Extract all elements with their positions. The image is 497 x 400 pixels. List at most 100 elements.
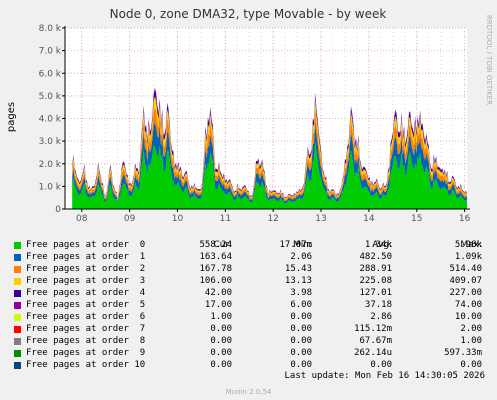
- legend-value-max: 0.00: [460, 360, 482, 370]
- legend-header-avg: Avg:: [372, 240, 392, 250]
- legend-series-name: Free pages at order 1: [26, 252, 146, 262]
- x-tick-label: 10: [172, 214, 184, 224]
- legend-value-max: 5.98k: [454, 240, 482, 250]
- legend-value-min: 0.00: [290, 336, 312, 346]
- legend-value-max: 409.07: [449, 276, 482, 286]
- legend-row: Free pages at order 6 1.00 0.00 2.86 10.00: [0, 312, 497, 324]
- legend-row: Free pages at order 0 558.24 17.07m 1.34k 5.…: [0, 240, 497, 252]
- y-tick-label: 3.0 k: [39, 137, 62, 147]
- legend-header-max: Max:: [460, 240, 482, 250]
- legend-value-max: 227.00: [449, 288, 482, 298]
- legend-value-max: 10.00: [454, 312, 482, 322]
- legend-value-avg: 127.01: [359, 288, 392, 298]
- legend-value-avg: 0.00: [370, 360, 392, 370]
- legend-row: Free pages at order 4 42.00 3.98 127.01 227.…: [0, 288, 497, 300]
- x-tick-label: 12: [267, 214, 278, 224]
- y-tick-label: 1.0 k: [39, 182, 62, 192]
- legend-series-name: Free pages at order 0: [26, 240, 146, 250]
- legend-value-min: 0.00: [290, 348, 312, 358]
- legend-swatch: [14, 326, 21, 333]
- y-axis-label: pages: [6, 102, 17, 132]
- legend-swatch: [14, 254, 21, 261]
- legend-value-min: 13.13: [284, 276, 312, 286]
- y-tick-label: 2.0 k: [39, 160, 62, 170]
- legend-value-avg: 225.08: [359, 276, 392, 286]
- legend-row: Free pages at order 10 0.00 0.00 0.00 0.00: [0, 360, 497, 372]
- y-tick-label: 7.0 k: [39, 47, 62, 57]
- y-tick-label: 0: [55, 205, 61, 215]
- last-update: Last update: Mon Feb 16 14:30:05 2026: [284, 371, 485, 381]
- legend-value-cur: 0.00: [210, 360, 232, 370]
- legend-value-avg: 288.91: [359, 264, 392, 274]
- legend-header-cur: Cur:: [213, 240, 232, 250]
- rrdtool-credit: RRDTOOL / TOBI OETIKER: [485, 15, 493, 105]
- legend-value-avg: 482.50: [359, 252, 392, 262]
- legend-value-cur: 167.78: [199, 264, 232, 274]
- legend-value-min: 0.00: [290, 360, 312, 370]
- y-tick-label: 4.0 k: [39, 115, 62, 125]
- legend-swatch: [14, 266, 21, 273]
- legend-value-min: 0.00: [290, 324, 312, 334]
- legend-value-min: 6.00: [290, 300, 312, 310]
- legend-row: Free pages at order 7 0.00 0.00 115.12m 2.00: [0, 324, 497, 336]
- area-series: [72, 88, 467, 209]
- x-tick-label: 14: [363, 214, 375, 224]
- y-tick-label: 6.0 k: [39, 69, 62, 79]
- legend-value-avg: 37.18: [364, 300, 392, 310]
- legend-swatch: [14, 242, 21, 249]
- x-tick-label: 08: [76, 214, 88, 224]
- legend-row: Free pages at order 9 0.00 0.00 262.14u 597.…: [0, 348, 497, 360]
- legend-swatch: [14, 302, 21, 309]
- legend-series-name: Free pages at order 10: [26, 360, 146, 370]
- legend-value-avg: 67.67m: [359, 336, 392, 346]
- y-tick-label: 8.0 k: [39, 24, 62, 34]
- legend-value-min: 0.00: [290, 312, 312, 322]
- legend-series-name: Free pages at order 3: [26, 276, 146, 286]
- legend-value-cur: 106.00: [199, 276, 232, 286]
- legend-swatch: [14, 338, 21, 345]
- legend-row: Free pages at order 8 0.00 0.00 67.67m 1.00: [0, 336, 497, 348]
- legend-row: Free pages at order 3 106.00 13.13 225.08 40…: [0, 276, 497, 288]
- legend-value-max: 74.00: [454, 300, 482, 310]
- legend-value-avg: 1.34k: [364, 240, 392, 250]
- legend-value-cur: 1.00: [210, 312, 232, 322]
- legend-swatch: [14, 290, 21, 297]
- munin-version: Munin 2.0.54: [225, 388, 272, 396]
- legend-value-cur: 0.00: [210, 324, 232, 334]
- x-tick-label: 15: [411, 214, 422, 224]
- legend-row: Free pages at order 1 163.64 2.06 482.50 1.0…: [0, 252, 497, 264]
- legend-series-name: Free pages at order 9: [26, 348, 146, 358]
- legend-series-name: Free pages at order 6: [26, 312, 146, 322]
- legend-value-max: 2.00: [460, 324, 482, 334]
- legend-swatch: [14, 314, 21, 321]
- x-tick-label: 11: [220, 214, 231, 224]
- legend-value-max: 1.00: [460, 336, 482, 346]
- legend-value-cur: 558.24: [199, 240, 232, 250]
- chart: Node 0, zone DMA32, type Movable - by we…: [6, 7, 493, 224]
- legend-value-avg: 2.86: [370, 312, 392, 322]
- legend-series-name: Free pages at order 8: [26, 336, 146, 346]
- legend-series-name: Free pages at order 7: [26, 324, 146, 334]
- legend-value-cur: 0.00: [210, 348, 232, 358]
- legend-value-cur: 163.64: [199, 252, 232, 262]
- y-tick-label: 5.0 k: [39, 92, 62, 102]
- legend-swatch: [14, 350, 21, 357]
- legend-value-min: 17.07m: [279, 240, 312, 250]
- legend-value-max: 514.40: [449, 264, 482, 274]
- legend-value-cur: 17.00: [204, 300, 232, 310]
- x-tick-label: 13: [315, 214, 326, 224]
- legend-series-name: Free pages at order 2: [26, 264, 146, 274]
- legend-value-min: 3.98: [290, 288, 312, 298]
- legend-value-avg: 115.12m: [354, 324, 392, 334]
- legend-value-min: 15.43: [284, 264, 312, 274]
- y-axis-ticks: 0 1.0 k 2.0 k 3.0 k 4.0 k 5.0 k 6.0 k 7.0 k 8.0 …: [39, 24, 65, 215]
- series-area-order-0: [72, 141, 467, 209]
- legend-value-cur: 42.00: [204, 288, 232, 298]
- legend-value-avg: 262.14u: [354, 348, 392, 358]
- legend-value-min: 2.06: [290, 252, 312, 262]
- chart-title: Node 0, zone DMA32, type Movable - by we…: [110, 7, 387, 21]
- legend-swatch: [14, 362, 21, 369]
- x-tick-label: 09: [124, 214, 136, 224]
- legend-row: Free pages at order 5 17.00 6.00 37.18 74.00: [0, 300, 497, 312]
- legend-header-min: Min:: [292, 240, 312, 250]
